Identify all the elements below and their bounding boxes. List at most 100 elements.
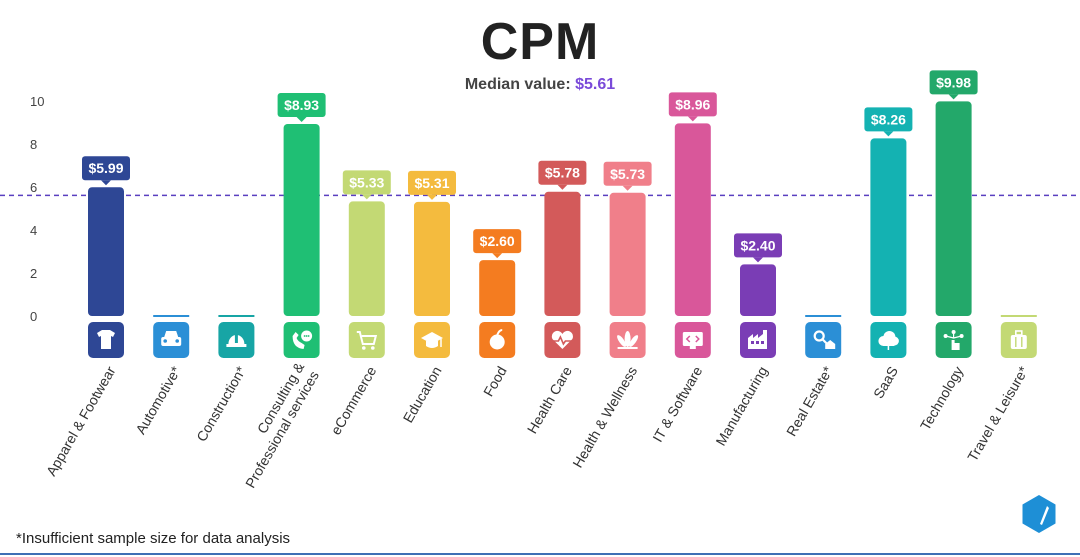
category-label: Automotive* [132,363,184,437]
icon-shape [307,335,310,337]
data-label-box [473,229,522,254]
icon-shape [496,329,503,336]
bar-group: $5.73 Health & Wellness [569,161,652,470]
logo-hexagon [1022,495,1056,533]
icon-shape [761,341,764,344]
bar-group: Travel & Leisure* [964,315,1037,464]
data-label-pointer [948,94,959,100]
icon-shape [629,335,639,347]
data-label: $8.96 [675,96,710,112]
icon-shape [748,330,767,349]
logo-stroke [1040,506,1049,525]
chart-title: CPM [480,13,600,71]
tshirt-icon [97,330,115,349]
category-label: Health Care [524,363,575,436]
y-tick-label: 8 [30,137,37,152]
data-label-pointer [883,131,894,137]
data-label: $9.98 [936,74,971,90]
icon-shape [356,331,378,345]
data-label-box [929,70,978,95]
category-label: IT & Software [649,363,705,444]
icon-shape [303,335,306,337]
data-label-pointer [687,116,698,122]
category-label: Travel & Leisure* [964,363,1032,464]
hardhat-icon [226,334,247,347]
cloud-icon [878,331,899,350]
y-tick-label: 4 [30,223,37,238]
bar-group: $8.26 SaaS [864,107,913,402]
y-tick-label: 0 [30,309,37,324]
icon-shape [163,339,167,343]
data-label-pointer [557,184,568,190]
category-label: eCommerce [327,363,379,437]
icon-shape [682,332,703,346]
icon-shape [813,330,825,342]
icon-shape [1010,335,1027,349]
icon-shape [624,331,631,347]
bar-group: $9.98 Technology [917,70,978,433]
data-label: $5.78 [545,165,580,181]
bar-group: Construction* [193,315,255,444]
data-label-pointer [101,180,111,186]
chart-subtitle: Median value: $5.61 [0,76,1080,94]
icon-shape [489,334,505,350]
icon-shape [550,335,575,346]
data-label-pointer [492,253,503,259]
icon-shape [945,332,962,339]
icon-shape [164,331,179,337]
icon-shape [883,341,895,346]
data-label-pointer [427,194,437,200]
icon-shape [362,346,366,350]
median-label: Median value: [464,76,576,93]
data-label-pointer [296,117,307,123]
icon-shape [751,341,754,344]
data-label-box [538,160,587,185]
bar-group: $5.99 Apparel & Footwear [43,156,130,479]
icon-shape [161,337,182,346]
icon-tile [283,322,320,358]
bar [414,201,450,316]
bar [935,101,972,317]
data-label: $8.93 [284,97,319,113]
icon-shape [234,334,238,343]
data-label-box [82,156,130,181]
icon-shape [617,347,638,349]
data-label: $5.31 [414,175,449,191]
heartbeat-icon [550,330,575,349]
cart-icon [356,331,378,350]
bar-empty [805,315,842,317]
bar [479,260,516,316]
hexagon-logo-icon [1022,495,1056,533]
factory-icon [748,330,767,349]
icon-shape [305,335,308,337]
phone-chat-icon [292,330,313,349]
monitor-code-icon [682,332,703,349]
bar-group: $5.78 Health Care [524,160,587,436]
category-label: Food [480,364,510,400]
lotus-icon [617,331,639,349]
category-label: Technology [917,364,966,433]
category-label: Construction* [193,363,249,444]
category-label: SaaS [870,364,901,402]
data-label-box [603,161,652,186]
graduation-cap-icon [421,332,443,348]
y-tick-label: 2 [30,266,37,281]
luggage-icon [1010,330,1027,349]
bar [740,264,776,316]
bar [544,191,581,316]
icon-shape [951,340,960,350]
data-label-box [734,233,782,258]
bottom-divider [0,553,1080,555]
icon-shape [175,339,179,343]
category-label: Manufacturing [712,364,770,449]
network-hand-icon [943,330,964,350]
category-label: Education [400,364,445,426]
car-icon [161,331,182,346]
data-label: $8.26 [871,111,906,127]
bar [870,138,907,316]
icon-shape [292,332,305,349]
data-label-box [277,93,326,118]
